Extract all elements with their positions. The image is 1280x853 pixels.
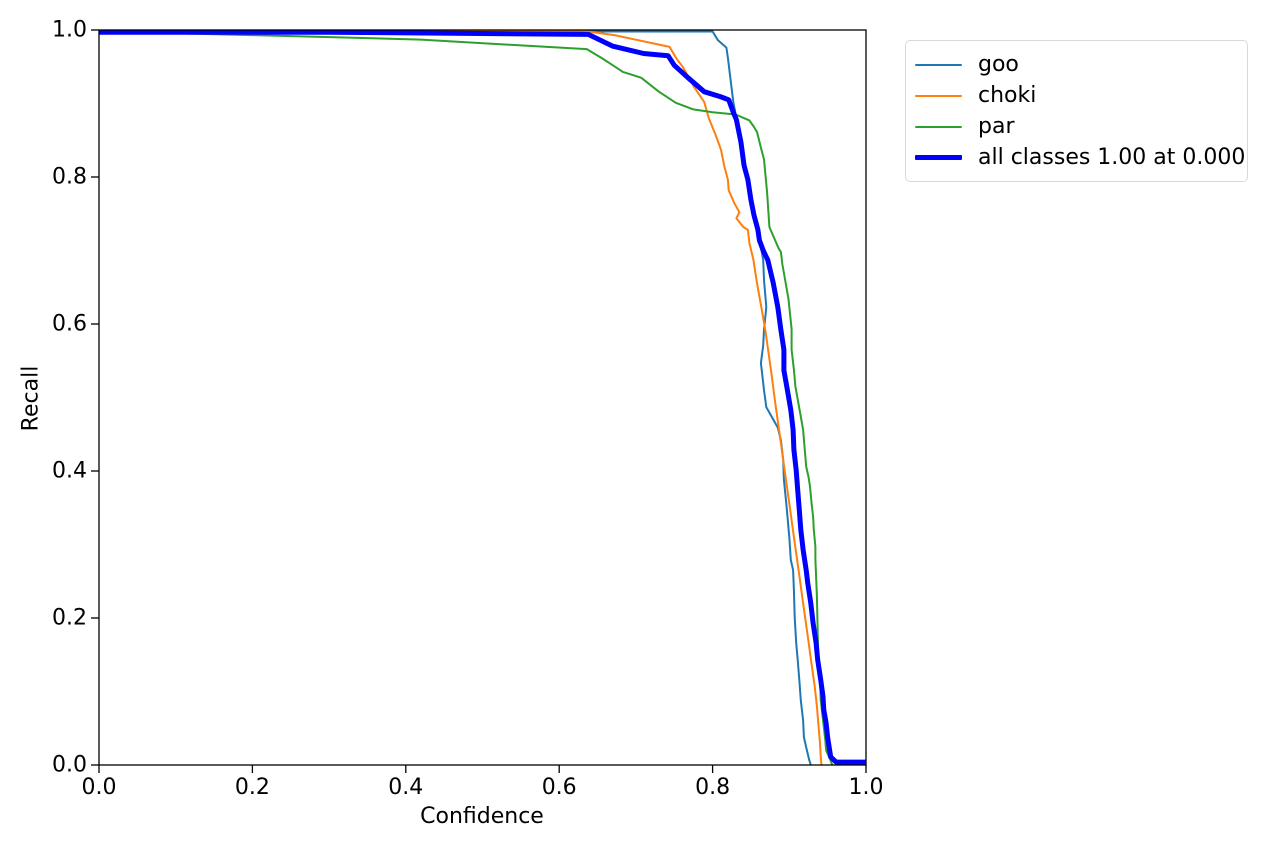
series-line-2 (99, 30, 834, 766)
legend-item-all-classes: all classes 1.00 at 0.000 (906, 142, 1247, 173)
x-tick-label: 0.8 (695, 775, 731, 800)
legend-item-goo: goo (906, 49, 1247, 80)
y-tick-label: 0.4 (52, 458, 87, 484)
legend-label-par: par (978, 114, 1015, 139)
y-tick-label: 1.0 (52, 17, 87, 43)
y-tick-label: 0.0 (52, 752, 87, 778)
legend-item-par: par (906, 111, 1247, 142)
legend-label-choki: choki (978, 83, 1037, 108)
legend-swatch-par (915, 125, 962, 128)
legend-swatch-goo (915, 63, 962, 66)
series-line-1 (99, 30, 823, 766)
x-tick-label: 0.2 (234, 775, 270, 800)
legend-box: goo choki par all classes 1.00 at 0.000 (905, 40, 1248, 182)
legend-item-choki: choki (906, 80, 1247, 111)
legend-swatch-choki (915, 94, 962, 97)
y-tick-label: 0.6 (52, 311, 87, 337)
series-line-0 (99, 30, 812, 766)
x-tick-label: 0.0 (81, 775, 117, 800)
x-tick-label: 0.4 (388, 775, 424, 800)
x-tick-label: 1.0 (848, 775, 884, 800)
series-lines (99, 30, 866, 766)
legend-label-all-classes: all classes 1.00 at 0.000 (978, 145, 1246, 170)
series-line-3 (99, 30, 866, 765)
x-tick-label: 0.6 (541, 775, 577, 800)
x-axis-label: Confidence (420, 804, 544, 829)
legend-swatch-all-classes (915, 155, 962, 160)
y-tick-label: 0.8 (52, 164, 87, 190)
y-tick-label: 0.2 (52, 605, 87, 631)
y-axis-label: Recall (18, 365, 44, 432)
axes-spines (98, 29, 867, 766)
legend-label-goo: goo (978, 52, 1019, 77)
